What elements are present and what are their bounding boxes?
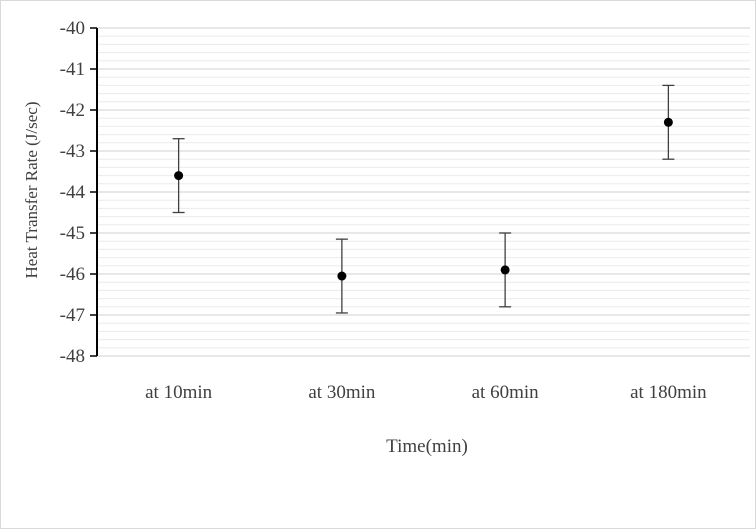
y-tick-label: -42 <box>60 100 85 121</box>
y-tick-labels: -40 -41 -42 -43 -44 -45 -46 -47 -48 <box>60 18 86 367</box>
x-category-label: at 30min <box>308 382 376 403</box>
data-point <box>500 265 510 275</box>
data-point <box>174 171 184 181</box>
gridlines <box>97 27 750 357</box>
y-tick-label: -43 <box>60 141 85 162</box>
x-category-label: at 10min <box>145 382 213 403</box>
x-axis-title: Time(min) <box>386 436 468 457</box>
y-tick-label: -44 <box>60 182 86 203</box>
y-tick-label: -45 <box>60 223 85 244</box>
y-tick-label: -40 <box>60 18 85 39</box>
data-point-group <box>499 232 512 308</box>
data-point-group <box>662 84 675 160</box>
data-marks <box>172 84 675 314</box>
data-point-group <box>335 238 348 314</box>
data-point-group <box>172 138 185 214</box>
x-category-labels: at 10min at 30min at 60min at 180min <box>145 382 707 403</box>
data-point <box>663 117 673 127</box>
x-category-label: at 180min <box>630 382 707 403</box>
y-axis-title: Heat Transfer Rate (J/sec) <box>22 101 41 278</box>
y-tick-label: -47 <box>60 305 85 326</box>
y-tick-label: -48 <box>60 346 85 367</box>
y-tick-label: -41 <box>60 59 85 80</box>
axes <box>90 27 98 357</box>
x-category-label: at 60min <box>472 382 540 403</box>
y-tick-label: -46 <box>60 264 85 285</box>
data-point <box>337 271 347 281</box>
